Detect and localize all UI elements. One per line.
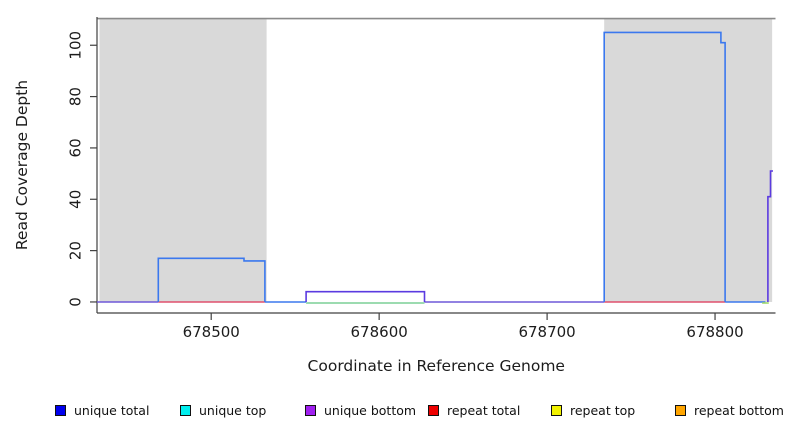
y-tick-label: 80 — [67, 87, 85, 106]
series-unique-bottom-right-spike — [767, 170, 773, 302]
y-tick-label: 40 — [67, 190, 85, 209]
legend-label: repeat total — [447, 402, 521, 418]
repeat-region-left — [99, 19, 267, 302]
legend-swatch — [675, 404, 686, 416]
series-unique-total-right-block — [603, 31, 726, 302]
legend-label: repeat top — [570, 402, 636, 418]
x-tick-label: 678800 — [686, 323, 743, 341]
x-tick-label: 678600 — [351, 323, 408, 341]
x-tick-label: 678700 — [518, 323, 575, 341]
x-axis-title: Coordinate in Reference Genome — [308, 357, 565, 375]
y-axis-title: Read Coverage Depth — [13, 80, 31, 250]
legend-swatch — [428, 404, 439, 416]
legend-item-repeat-bottom: repeat bottom — [675, 399, 784, 421]
legend-item-repeat-top: repeat top — [551, 399, 635, 421]
coverage-chart: 0 20 40 60 80 100 678500 678600 678700 678800 Read… — [13, 17, 776, 375]
legend-label: unique bottom — [324, 402, 417, 418]
y-tick-label: 60 — [67, 138, 85, 157]
chart-legend: unique total unique top unique bottom repea… — [0, 399, 792, 423]
legend-label: unique total — [74, 402, 150, 418]
legend-swatch — [551, 404, 562, 416]
legend-item-unique-total: unique total — [55, 399, 149, 421]
y-tick-label: 20 — [67, 241, 85, 260]
legend-label: repeat bottom — [694, 402, 784, 418]
y-tick-label: 100 — [67, 31, 85, 60]
series-unique-bottom-mid-block — [305, 290, 426, 302]
y-tick-label: 0 — [67, 297, 85, 307]
series-unique-total-left-block — [157, 257, 266, 302]
legend-swatch — [305, 404, 316, 416]
x-tick-label: 678500 — [183, 323, 240, 341]
legend-item-unique-bottom: unique bottom — [305, 399, 416, 421]
legend-item-unique-top: unique top — [180, 399, 266, 421]
legend-label: unique top — [199, 402, 267, 418]
legend-item-repeat-total: repeat total — [428, 399, 520, 421]
repeat-region-right — [604, 19, 773, 302]
legend-swatch — [180, 404, 191, 416]
legend-swatch — [55, 404, 66, 416]
